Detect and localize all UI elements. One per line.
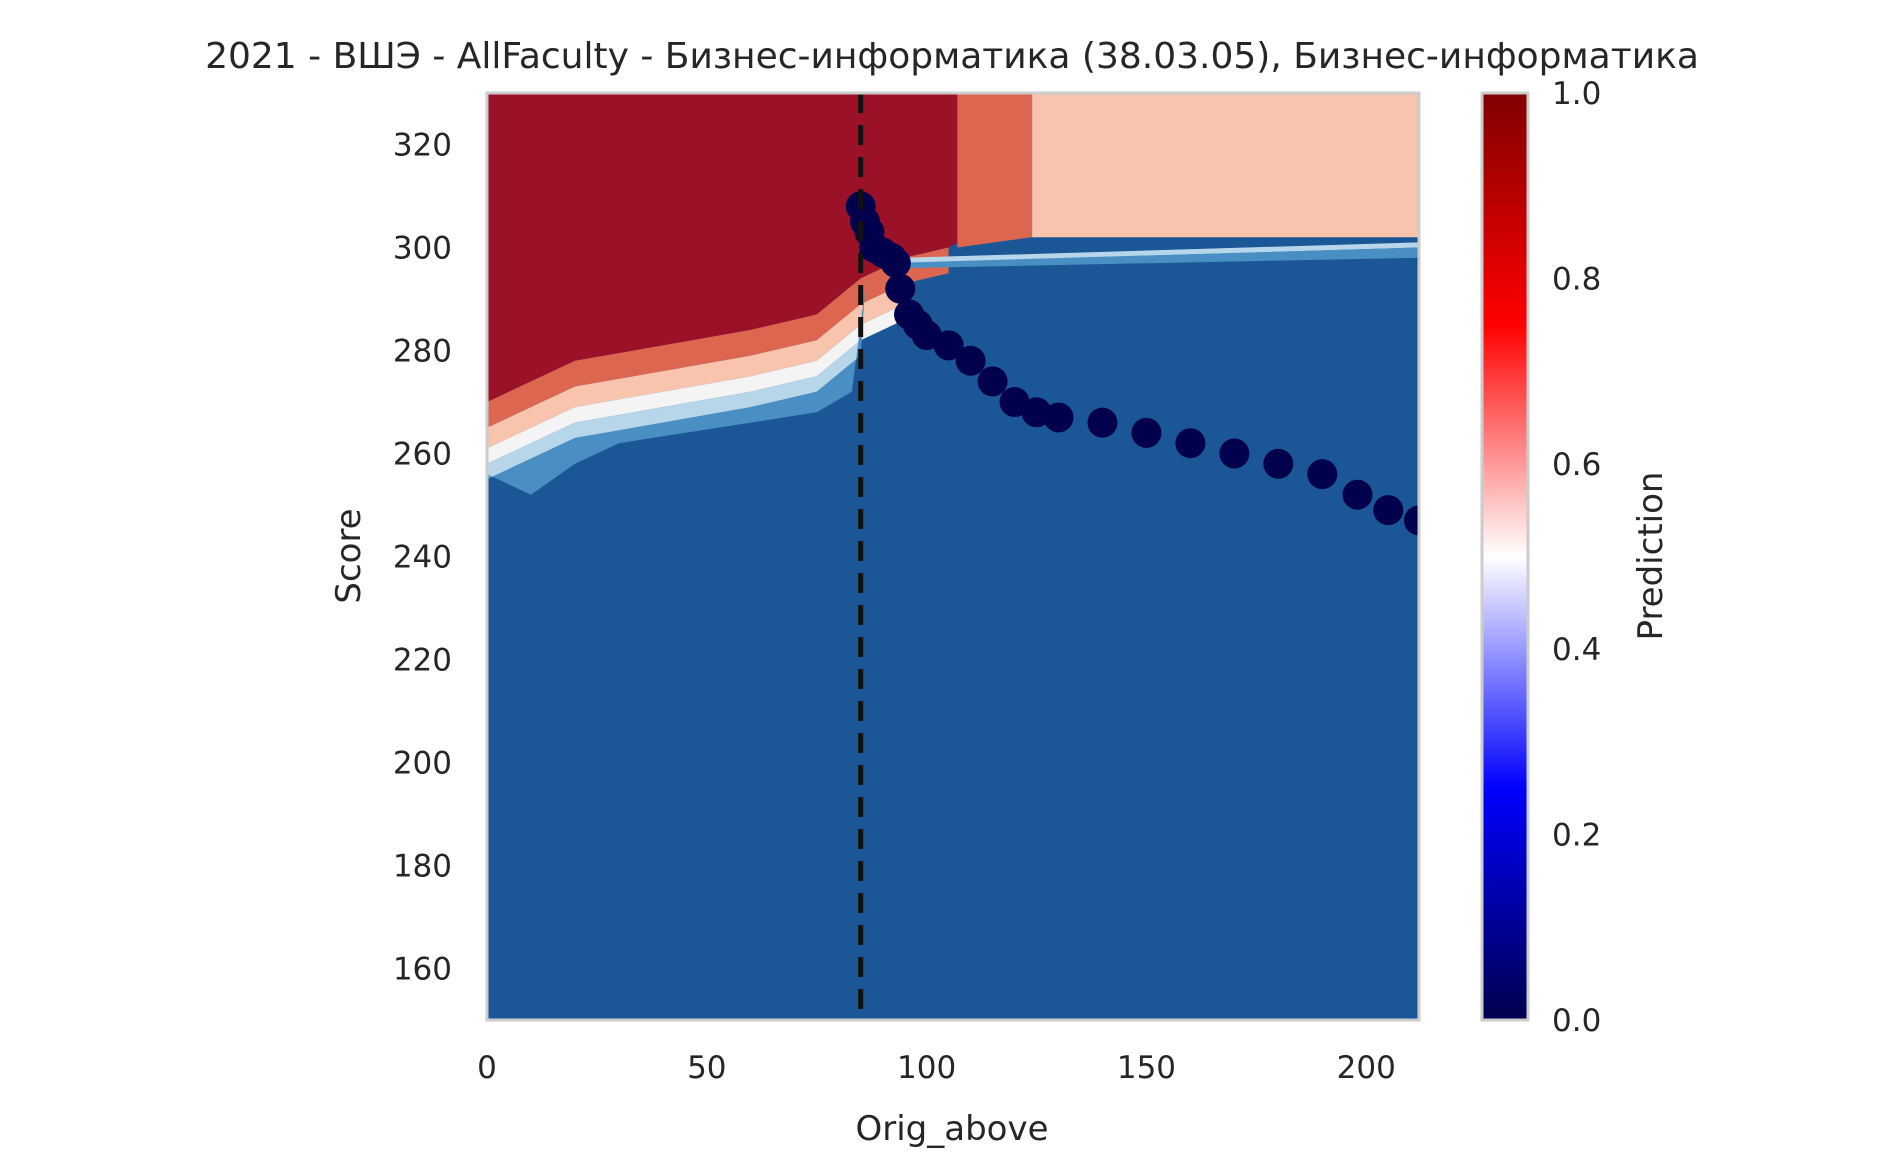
medium-region: [487, 93, 1419, 449]
prediction-point: [880, 247, 911, 278]
colorbar-tick-label: 0.8: [1552, 261, 1601, 297]
y-tick-label: 320: [393, 128, 452, 164]
x-tick-label: 0: [477, 1050, 497, 1086]
y-tick-label: 220: [393, 643, 452, 679]
x-tick-label: 150: [1117, 1050, 1176, 1086]
y-tick-label: 180: [393, 849, 452, 885]
colorbar-tick-label: 0.2: [1552, 818, 1601, 854]
prediction-point: [977, 366, 1008, 397]
plot-frame: [485, 91, 1421, 1022]
x-axis-ticks: 0 50 100 150 200: [477, 1050, 1396, 1086]
high-prediction-region: [487, 93, 958, 402]
colorbar-gradient: [1482, 93, 1528, 1020]
plot-area: [487, 93, 1419, 1020]
prediction-point: [933, 330, 964, 361]
y-axis-label: Score: [329, 508, 369, 603]
colorbar: 0.0 0.2 0.4 0.6 0.8 1.0 Prediction: [1480, 76, 1671, 1039]
y-tick-label: 240: [393, 540, 452, 576]
y-tick-label: 260: [393, 437, 452, 473]
prediction-point: [1043, 402, 1074, 433]
x-tick-label: 100: [897, 1050, 956, 1086]
colorbar-tick-label: 0.0: [1552, 1003, 1601, 1039]
colorbar-tick-label: 0.4: [1552, 632, 1601, 668]
y-axis-ticks: 160 180 200 220 240 260 280 300 320: [393, 128, 452, 988]
colorbar-ticks: 0.0 0.2 0.4 0.6 0.8 1.0: [1552, 76, 1601, 1039]
y-tick-label: 280: [393, 334, 452, 370]
prediction-point: [955, 345, 986, 376]
chart-title: 2021 - ВШЭ - AllFaculty - Бизнес-информа…: [205, 36, 1699, 77]
prediction-point: [1263, 448, 1294, 479]
colorbar-label: Prediction: [1631, 472, 1671, 641]
colorbar-tick-label: 1.0: [1552, 76, 1601, 112]
y-tick-label: 160: [393, 952, 452, 988]
prediction-point: [1175, 428, 1206, 459]
prediction-point: [1307, 459, 1338, 490]
prediction-points: [845, 191, 1419, 536]
y-tick-label: 300: [393, 231, 452, 267]
colorbar-frame: [1480, 91, 1530, 1022]
prediction-point: [1131, 417, 1162, 448]
prediction-point: [1342, 479, 1373, 510]
x-tick-label: 200: [1337, 1050, 1396, 1086]
prediction-point: [1373, 495, 1404, 526]
prediction-point: [885, 273, 916, 304]
colorbar-tick-label: 0.6: [1552, 447, 1601, 483]
prediction-point: [1087, 407, 1118, 438]
x-tick-label: 50: [687, 1050, 726, 1086]
x-axis-label: Orig_above: [855, 1109, 1048, 1149]
y-tick-label: 200: [393, 746, 452, 782]
prediction-point: [1219, 438, 1250, 469]
prediction-point: [1404, 505, 1419, 536]
